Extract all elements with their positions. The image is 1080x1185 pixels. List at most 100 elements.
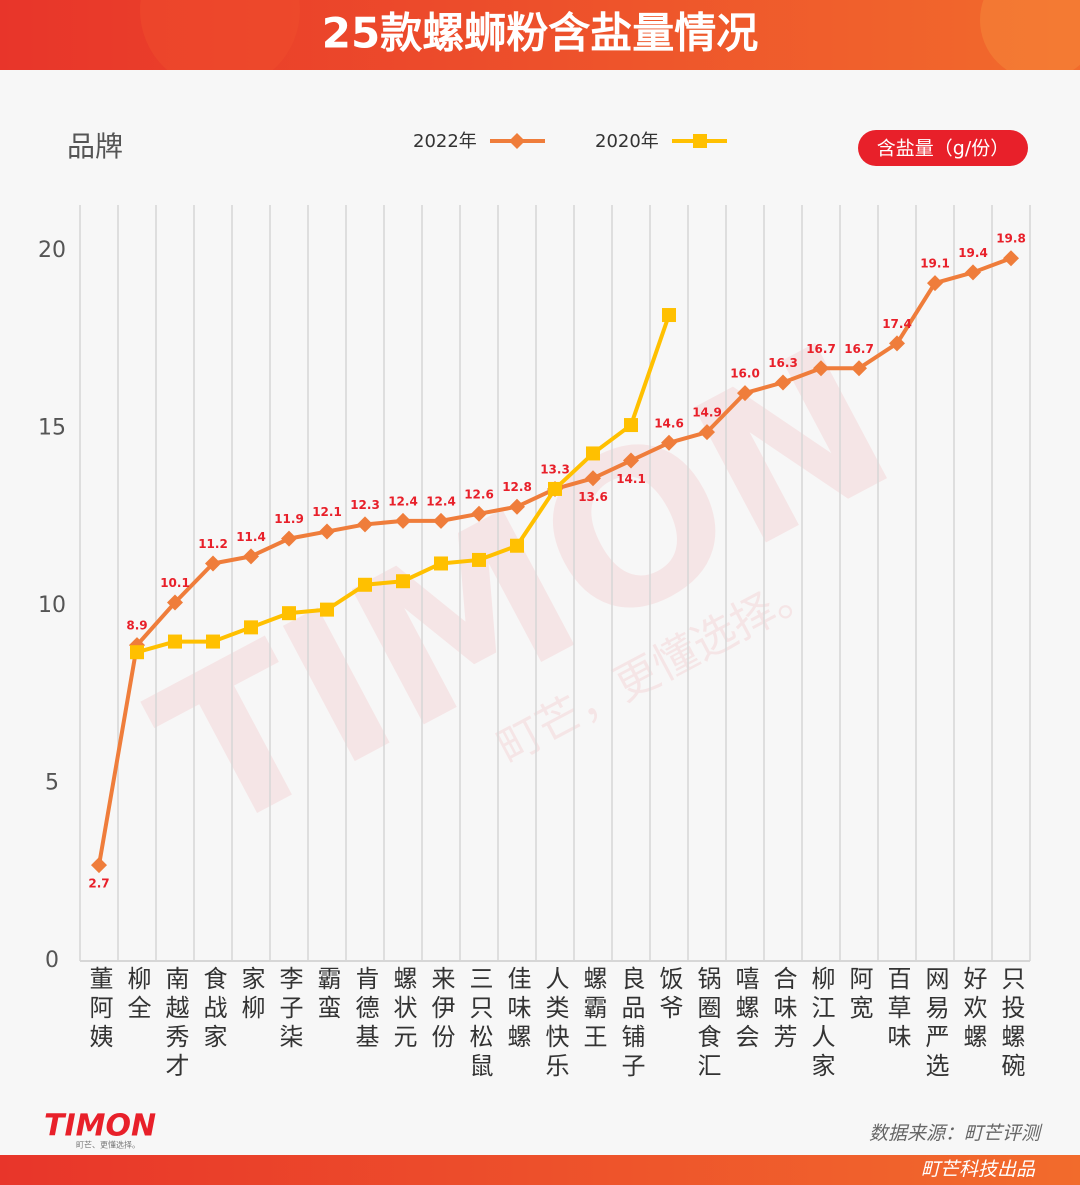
footer-bar — [0, 1155, 1080, 1185]
point — [357, 516, 373, 533]
data-label: 14.6 — [654, 416, 684, 430]
x-tick-label: 佳味螺 — [503, 966, 531, 1053]
data-label: 16.7 — [844, 342, 874, 356]
point — [472, 552, 486, 567]
x-tick-label: 家柳 — [237, 966, 265, 1024]
point — [548, 481, 562, 496]
data-label: 12.6 — [464, 487, 494, 501]
data-label: 12.3 — [350, 498, 380, 512]
point — [91, 857, 107, 874]
data-label: 19.1 — [920, 257, 950, 271]
point — [206, 634, 220, 649]
header-decor — [140, 0, 300, 90]
x-tick-label: 来伊份 — [427, 966, 455, 1053]
data-label: 11.9 — [274, 512, 304, 526]
x-tick-label: 董阿姨 — [85, 966, 113, 1053]
x-tick-label: 肯德基 — [351, 966, 379, 1053]
x-tick-label: 百草味 — [883, 966, 911, 1053]
y-tick-label: 15 — [38, 416, 66, 441]
point — [433, 512, 449, 529]
data-label: 14.1 — [616, 472, 646, 486]
x-tick-label: 好欢螺 — [959, 966, 987, 1053]
x-tick-label: 柳江人家 — [807, 966, 835, 1082]
x-tick-label: 霸蛮 — [313, 966, 341, 1024]
y-tick-label: 0 — [45, 948, 59, 973]
point — [623, 452, 639, 469]
point — [699, 424, 715, 441]
y-axis-label: 含盐量（g/份） — [877, 138, 1009, 160]
unit-badge — [858, 130, 1028, 166]
data-label: 8.9 — [126, 619, 147, 633]
legend-marker — [509, 133, 525, 149]
footer-logo-slogan: 町芒、更懂选择。 — [76, 1140, 140, 1150]
plot-background — [0, 70, 1080, 1155]
source: 数据来源：町芒评测 — [869, 1123, 1043, 1145]
y-tick-label: 10 — [38, 593, 66, 618]
data-label: 16.7 — [806, 342, 836, 356]
point — [358, 577, 372, 592]
title: 25款螺蛳粉含盐量情况 — [322, 9, 758, 58]
x-tick-label: 只投螺碗 — [997, 966, 1025, 1082]
point — [662, 308, 676, 323]
x-axis-label: 品牌 — [67, 130, 123, 163]
data-label: 16.3 — [768, 356, 798, 370]
data-label: 13.6 — [578, 490, 608, 504]
x-tick-label: 螺状元 — [389, 966, 417, 1053]
footer-logo: TIMON — [44, 1109, 156, 1144]
point — [813, 360, 829, 377]
data-label: 10.1 — [160, 576, 190, 590]
data-label: 19.8 — [996, 232, 1026, 246]
point — [927, 275, 943, 292]
point — [624, 418, 638, 433]
data-label: 11.4 — [236, 530, 266, 544]
data-label: 11.2 — [198, 537, 228, 551]
point — [585, 470, 601, 487]
point — [510, 538, 524, 553]
credit: 町芒科技出品 — [921, 1159, 1036, 1181]
point — [395, 512, 411, 529]
point — [396, 574, 410, 589]
x-tick-label: 螺霸王 — [579, 966, 607, 1053]
x-tick-label: 嘻螺会 — [731, 966, 759, 1053]
point — [281, 530, 297, 547]
data-label: 12.1 — [312, 505, 342, 519]
point — [243, 548, 259, 565]
data-label: 14.9 — [692, 406, 722, 420]
point — [434, 556, 448, 571]
data-label: 12.8 — [502, 480, 532, 494]
x-tick-label: 合味芳 — [769, 966, 797, 1053]
point — [471, 505, 487, 522]
x-tick-label: 锅圈食汇 — [693, 966, 721, 1082]
x-tick-label: 网易严选 — [921, 966, 949, 1082]
point — [319, 523, 335, 540]
x-tick-label: 三只松鼠 — [465, 966, 493, 1082]
point — [509, 498, 525, 515]
legend-label: 2022年 — [413, 131, 477, 152]
data-label: 13.3 — [540, 462, 570, 476]
x-tick-label: 人类快乐 — [541, 966, 569, 1082]
x-tick-label: 李子柒 — [275, 966, 303, 1053]
point — [244, 620, 258, 635]
x-tick-label: 食战家 — [199, 966, 227, 1053]
data-label: 12.4 — [426, 494, 456, 508]
point — [1003, 250, 1019, 267]
point — [167, 594, 183, 611]
point — [130, 645, 144, 660]
x-tick-label: 南越秀才 — [161, 966, 189, 1082]
legend-marker — [693, 134, 707, 148]
point — [775, 374, 791, 391]
point — [661, 434, 677, 451]
data-label: 2.7 — [88, 877, 109, 891]
x-tick-label: 良品铺子 — [617, 966, 645, 1082]
point — [965, 264, 981, 281]
point — [320, 602, 334, 617]
x-tick-label: 饭爷 — [655, 966, 683, 1024]
point — [168, 634, 182, 649]
point — [737, 385, 753, 402]
point — [889, 335, 905, 352]
x-tick-label: 阿宽 — [845, 966, 873, 1024]
legend-label: 2020年 — [595, 131, 659, 152]
point — [282, 606, 296, 621]
x-tick-label: 柳全 — [123, 966, 151, 1024]
